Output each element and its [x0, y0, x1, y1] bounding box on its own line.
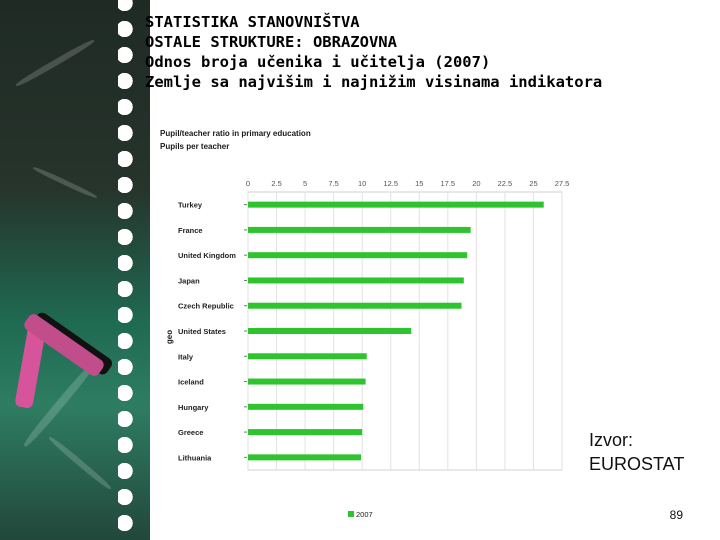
category-label: United States: [178, 327, 226, 336]
category-label: Lithuania: [178, 453, 212, 462]
title-line: STATISTIKA STANOVNIŠTVA: [145, 13, 360, 31]
source-note: Izvor: EUROSTAT: [589, 428, 684, 476]
legend-label: 2007: [356, 510, 373, 519]
bar: [248, 277, 464, 284]
bar: [248, 252, 468, 259]
x-tick-label: 7.5: [328, 179, 338, 188]
title-line: Odnos broja učenika i učitelja (2007): [145, 53, 491, 71]
bar: [248, 302, 462, 309]
x-tick-label: 27.5: [555, 179, 570, 188]
x-tick-label: 20: [472, 179, 480, 188]
category-label: France: [178, 226, 203, 235]
category-label: Greece: [178, 428, 203, 437]
x-tick-label: 22.5: [498, 179, 513, 188]
category-label: Japan: [178, 276, 200, 285]
chart-subtitle: Pupils per teacher: [160, 142, 230, 151]
slide-title: STATISTIKA STANOVNIŠTVA OSTALE STRUKTURE…: [145, 12, 705, 92]
bar: [248, 378, 366, 385]
category-label: Hungary: [178, 403, 209, 412]
x-tick-label: 17.5: [441, 179, 456, 188]
bar: [248, 353, 367, 360]
title-line: OSTALE STRUKTURE: OBRAZOVNA: [145, 33, 397, 51]
chart-title: Pupil/teacher ratio in primary education: [160, 129, 311, 138]
category-label: United Kingdom: [178, 251, 236, 260]
category-label: Turkey: [178, 201, 203, 210]
y-axis-label: geo: [165, 330, 174, 344]
title-line: Zemlje sa najvišim i najnižim visinama i…: [145, 73, 603, 91]
bar-chart: 0 2.5 5 7.5 10 12.5 15 17.5 20 22.5 25 27.5 geo Turke…: [165, 179, 570, 519]
bar: [248, 226, 471, 233]
category-label: Czech Republic: [178, 302, 234, 311]
bar: [248, 429, 363, 436]
x-tick-label: 10: [358, 179, 366, 188]
x-tick-label: 2.5: [271, 179, 281, 188]
source-label: Izvor:: [589, 430, 634, 450]
x-tick-label: 12.5: [383, 179, 398, 188]
legend-swatch: [348, 511, 354, 517]
chalkboard-decoration: [0, 0, 150, 540]
category-label: Italy: [178, 352, 194, 361]
x-tick-label: 0: [246, 179, 250, 188]
x-tick-label: 5: [303, 179, 307, 188]
x-tick-label: 15: [415, 179, 423, 188]
page-number: 89: [669, 508, 683, 522]
bar: [248, 403, 364, 410]
source-name: EUROSTAT: [589, 454, 685, 474]
category-label: Iceland: [178, 378, 204, 387]
bar: [248, 328, 412, 334]
chart-header: Pupil/teacher ratio in primary education…: [160, 127, 311, 153]
bar: [248, 201, 544, 208]
x-tick-label: 25: [529, 179, 537, 188]
bar: [248, 454, 362, 461]
